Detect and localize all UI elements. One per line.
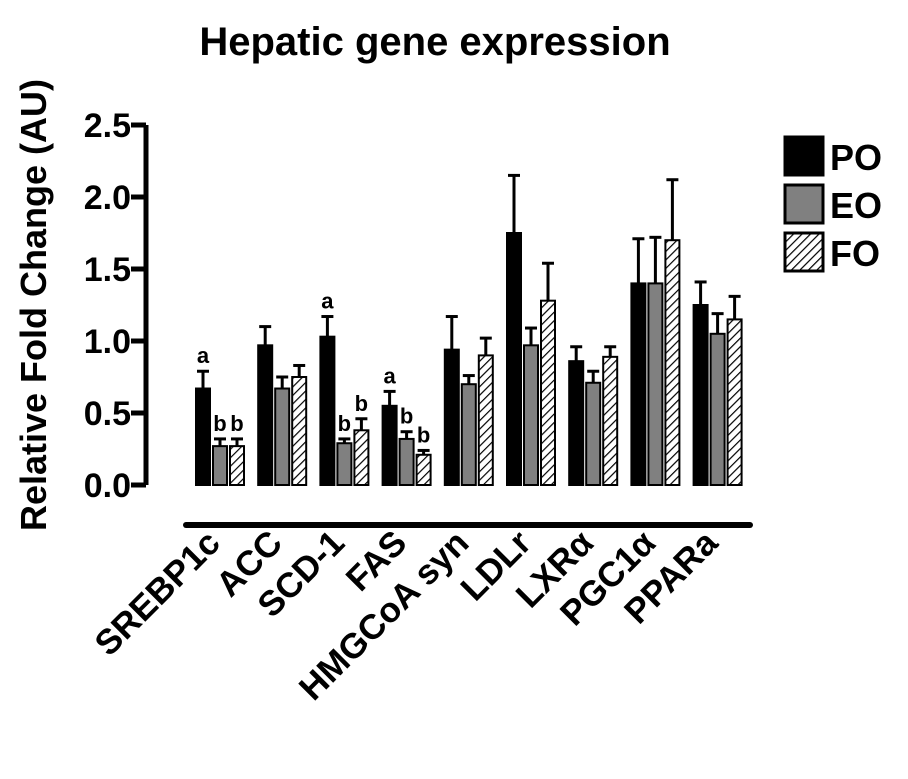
- y-tick-label: 0.5: [84, 395, 131, 433]
- y-tick-label: 2.5: [84, 107, 131, 145]
- legend-label: EO: [830, 185, 882, 226]
- bar-fo: [664, 239, 681, 486]
- significance-label: b: [230, 411, 243, 436]
- bar-eo: [398, 437, 415, 487]
- bar-po: [630, 282, 647, 486]
- bar-group: [443, 315, 494, 487]
- bar-eo: [274, 387, 291, 486]
- bar-group: [257, 325, 308, 486]
- x-tick-label: SREBP1c: [87, 523, 227, 663]
- y-tick-label: 2.0: [84, 179, 131, 217]
- bar-group: [630, 178, 681, 486]
- significance-label: a: [321, 289, 334, 314]
- y-tick-label: 1.0: [84, 323, 131, 361]
- bar-eo: [709, 332, 726, 486]
- legend-label: FO: [830, 233, 880, 274]
- bar-eo: [523, 344, 539, 486]
- legend-swatch-po: [783, 135, 825, 177]
- bar-eo: [585, 381, 602, 487]
- bar-group: [568, 345, 619, 487]
- significance-label: b: [400, 404, 413, 429]
- bar-eo: [460, 383, 477, 487]
- y-tick-label: 1.5: [84, 251, 131, 289]
- bar-po: [381, 404, 398, 486]
- bar-group: [692, 280, 743, 486]
- significance-label: b: [213, 411, 226, 436]
- significance-label: b: [355, 391, 368, 416]
- legend-swatch-eo: [783, 183, 825, 225]
- bar-po: [443, 348, 460, 487]
- bar-eo: [336, 442, 353, 486]
- bar-fo: [477, 354, 494, 486]
- bar-group: a bb: [319, 289, 370, 486]
- significance-label: b: [338, 411, 351, 436]
- significance-label: a: [383, 363, 396, 388]
- significance-label: a: [197, 343, 210, 368]
- legend: PO EO FO: [783, 135, 882, 274]
- bar-fo: [353, 429, 370, 486]
- y-axis-label: Relative Fold Change (AU): [13, 79, 54, 531]
- y-ticks: 0.0 0.5 1.0 1.5 2.0 2.5: [84, 107, 146, 505]
- bar-po: [319, 335, 336, 486]
- chart-title: Hepatic gene expression: [199, 20, 670, 64]
- bar-group: abb: [381, 363, 432, 487]
- bar-fo: [291, 376, 308, 486]
- bar-po: [506, 232, 522, 486]
- bar-fo: [602, 355, 619, 486]
- significance-label: b: [417, 422, 430, 447]
- bar-po: [195, 387, 211, 486]
- bar-eo: [212, 445, 228, 486]
- bar-group: [506, 173, 556, 486]
- bar-po: [568, 360, 585, 486]
- bar-fo: [415, 453, 432, 487]
- bar-fo: [229, 445, 245, 486]
- bar-fo: [726, 318, 743, 486]
- y-tick-label: 0.0: [84, 467, 131, 505]
- legend-swatch-fo: [783, 231, 825, 273]
- bar-eo: [647, 282, 664, 486]
- bar-po: [257, 344, 274, 486]
- bar-fo: [540, 299, 556, 486]
- legend-label: PO: [830, 137, 882, 178]
- bar-po: [692, 304, 709, 486]
